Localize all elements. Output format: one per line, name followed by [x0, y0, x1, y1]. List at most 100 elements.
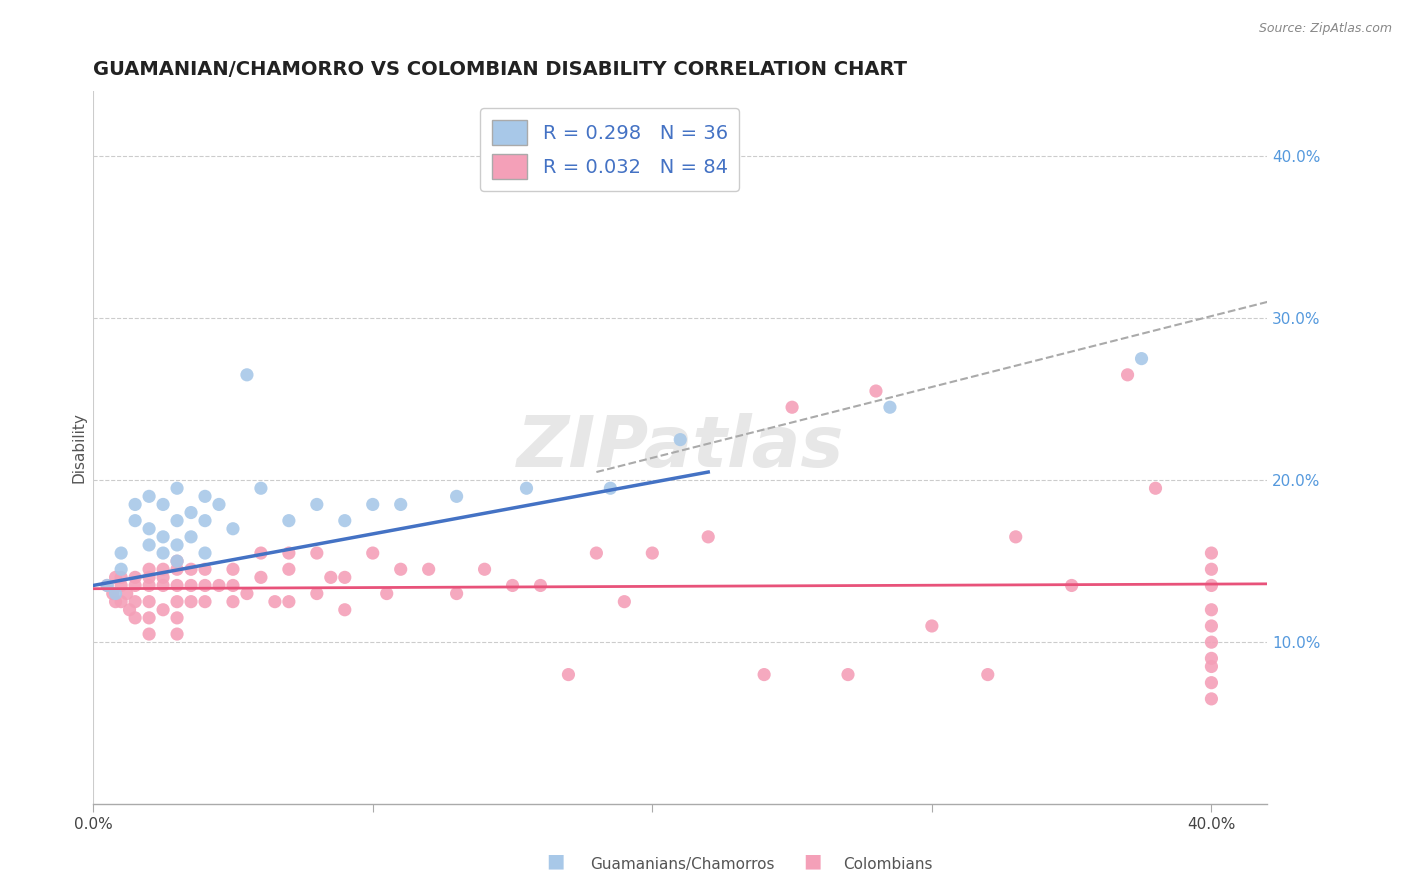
Point — [375, 586, 398, 600]
Point — [697, 530, 720, 544]
Point — [277, 562, 299, 576]
Point — [166, 562, 188, 576]
Point — [166, 595, 188, 609]
Point — [1201, 603, 1223, 617]
Point — [166, 514, 188, 528]
Point — [104, 586, 127, 600]
Point — [1201, 675, 1223, 690]
Text: Source: ZipAtlas.com: Source: ZipAtlas.com — [1258, 22, 1392, 36]
Point — [333, 603, 356, 617]
Point — [1201, 546, 1223, 560]
Point — [180, 578, 202, 592]
Legend: R = 0.298   N = 36, R = 0.032   N = 84: R = 0.298 N = 36, R = 0.032 N = 84 — [481, 108, 740, 191]
Point — [333, 514, 356, 528]
Point — [110, 562, 132, 576]
Point — [529, 578, 551, 592]
Point — [194, 546, 217, 560]
Point — [305, 586, 328, 600]
Y-axis label: Disability: Disability — [72, 412, 86, 483]
Point — [361, 498, 384, 512]
Point — [613, 595, 636, 609]
Point — [194, 578, 217, 592]
Point — [1116, 368, 1139, 382]
Point — [152, 530, 174, 544]
Point — [138, 578, 160, 592]
Point — [124, 498, 146, 512]
Point — [752, 667, 775, 681]
Text: ■: ■ — [546, 852, 565, 871]
Point — [585, 546, 607, 560]
Point — [222, 578, 245, 592]
Point — [194, 562, 217, 576]
Point — [180, 506, 202, 520]
Point — [305, 546, 328, 560]
Point — [277, 546, 299, 560]
Point — [138, 562, 160, 576]
Point — [921, 619, 943, 633]
Point — [110, 578, 132, 592]
Point — [1130, 351, 1153, 366]
Point — [152, 562, 174, 576]
Point — [446, 489, 468, 503]
Point — [138, 522, 160, 536]
Point — [865, 384, 887, 398]
Point — [236, 368, 259, 382]
Point — [138, 489, 160, 503]
Point — [180, 595, 202, 609]
Point — [115, 586, 138, 600]
Point — [418, 562, 440, 576]
Point — [110, 570, 132, 584]
Point — [166, 611, 188, 625]
Point — [264, 595, 287, 609]
Point — [557, 667, 579, 681]
Point — [166, 627, 188, 641]
Point — [837, 667, 859, 681]
Text: Colombians: Colombians — [844, 857, 934, 872]
Point — [124, 595, 146, 609]
Point — [361, 546, 384, 560]
Point — [138, 627, 160, 641]
Point — [166, 578, 188, 592]
Point — [879, 401, 901, 415]
Point — [333, 570, 356, 584]
Point — [250, 570, 273, 584]
Point — [389, 562, 412, 576]
Point — [222, 522, 245, 536]
Point — [1060, 578, 1083, 592]
Point — [236, 586, 259, 600]
Text: ZIPatlas: ZIPatlas — [516, 413, 844, 483]
Text: ■: ■ — [803, 852, 823, 871]
Point — [152, 570, 174, 584]
Point — [118, 603, 141, 617]
Point — [96, 578, 118, 592]
Point — [208, 578, 231, 592]
Point — [515, 481, 537, 495]
Point — [446, 586, 468, 600]
Point — [277, 595, 299, 609]
Point — [222, 562, 245, 576]
Point — [1201, 635, 1223, 649]
Point — [110, 595, 132, 609]
Point — [641, 546, 664, 560]
Point — [977, 667, 1000, 681]
Point — [101, 586, 124, 600]
Point — [208, 498, 231, 512]
Point — [599, 481, 621, 495]
Point — [124, 514, 146, 528]
Point — [1201, 651, 1223, 665]
Point — [152, 603, 174, 617]
Point — [152, 578, 174, 592]
Point — [250, 481, 273, 495]
Point — [250, 546, 273, 560]
Point — [152, 546, 174, 560]
Point — [780, 401, 803, 415]
Point — [166, 538, 188, 552]
Point — [1144, 481, 1167, 495]
Point — [502, 578, 524, 592]
Point — [166, 554, 188, 568]
Point — [96, 578, 118, 592]
Point — [124, 611, 146, 625]
Point — [180, 562, 202, 576]
Point — [277, 514, 299, 528]
Point — [305, 498, 328, 512]
